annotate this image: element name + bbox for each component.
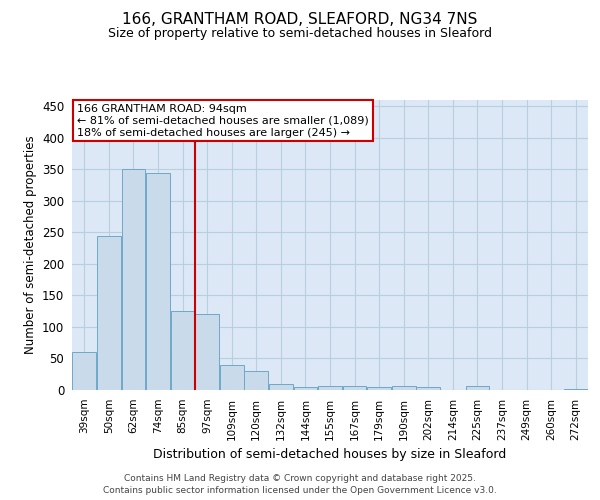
Bar xyxy=(122,170,145,390)
Bar xyxy=(318,386,342,390)
Bar xyxy=(269,384,293,390)
Bar xyxy=(244,371,268,390)
Bar xyxy=(97,236,121,390)
Bar xyxy=(416,387,440,390)
Bar xyxy=(73,352,96,390)
Bar xyxy=(293,387,317,390)
X-axis label: Distribution of semi-detached houses by size in Sleaford: Distribution of semi-detached houses by … xyxy=(154,448,506,461)
Bar xyxy=(466,386,490,390)
Text: Contains HM Land Registry data © Crown copyright and database right 2025.
Contai: Contains HM Land Registry data © Crown c… xyxy=(103,474,497,495)
Bar xyxy=(343,386,367,390)
Bar xyxy=(170,311,194,390)
Text: 166, GRANTHAM ROAD, SLEAFORD, NG34 7NS: 166, GRANTHAM ROAD, SLEAFORD, NG34 7NS xyxy=(122,12,478,28)
Text: Size of property relative to semi-detached houses in Sleaford: Size of property relative to semi-detach… xyxy=(108,28,492,40)
Bar xyxy=(367,387,391,390)
Bar xyxy=(146,172,170,390)
Text: 166 GRANTHAM ROAD: 94sqm
← 81% of semi-detached houses are smaller (1,089)
18% o: 166 GRANTHAM ROAD: 94sqm ← 81% of semi-d… xyxy=(77,104,369,138)
Bar xyxy=(195,314,219,390)
Bar xyxy=(564,388,587,390)
Bar xyxy=(220,365,244,390)
Bar xyxy=(392,386,416,390)
Y-axis label: Number of semi-detached properties: Number of semi-detached properties xyxy=(23,136,37,354)
